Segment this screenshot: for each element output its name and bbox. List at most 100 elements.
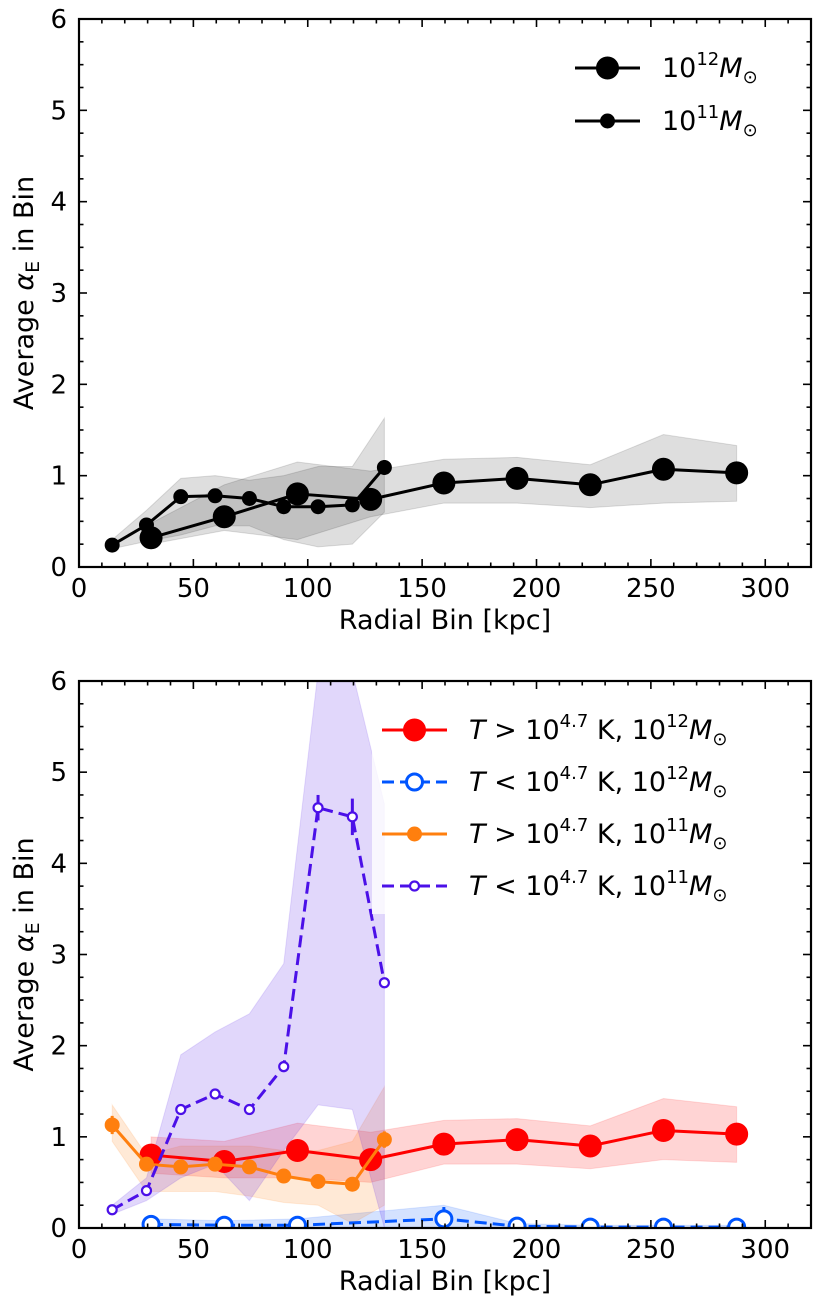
x-tick-label: 100 (283, 574, 333, 604)
point-series-1 (241, 491, 257, 506)
point-series-1 (138, 517, 154, 533)
y-axis-label: Average αE in Bin (9, 837, 44, 1071)
legend-mass-symbol: M (689, 819, 712, 850)
legend-mass-symbol: M (719, 106, 742, 137)
legend-exp2: 11 (666, 867, 689, 888)
x-axis-label: Radial Bin [kpc] (339, 605, 551, 636)
y-tick-label: 5 (50, 758, 67, 788)
point-series-0 (725, 1122, 749, 1146)
point-series-2 (207, 1156, 223, 1172)
x-tick-label: 100 (283, 1235, 333, 1265)
y-axis-label-subscript: E (22, 922, 44, 934)
legend-box (372, 700, 738, 914)
legend-sun-symbol: ⊙ (743, 120, 758, 141)
point-series-1 (310, 499, 326, 515)
point-series-0 (359, 487, 383, 511)
legend-T: T (469, 819, 488, 850)
legend-sun-symbol: ⊙ (743, 67, 758, 88)
legend-exp: 4.7 (560, 815, 589, 836)
y-axis-label-suffix: in Bin (9, 176, 40, 261)
point-series-1 (276, 499, 292, 515)
y-axis-label-symbol: α (9, 934, 40, 952)
band-series-2 (111, 1084, 385, 1225)
legend-label-2: T > 104.7 K, 1011M⊙ (469, 815, 727, 854)
point-series-1 (287, 1215, 307, 1228)
legend-base: 10 (525, 819, 559, 850)
y-tick-label: 5 (50, 96, 67, 126)
legend-label-0: T > 104.7 K, 1012M⊙ (469, 711, 727, 750)
legend-base: 10 (525, 767, 559, 798)
x-tick-label: 0 (71, 1235, 88, 1265)
point-series-1 (507, 1216, 527, 1228)
legend-base2: 10 (632, 715, 666, 746)
legend-base: 10 (525, 715, 559, 746)
x-tick-label: 200 (512, 1235, 562, 1265)
y-tick-label: 1 (50, 1123, 67, 1153)
point-series-2 (310, 1174, 326, 1190)
legend-exp: 11 (696, 102, 719, 123)
legend-sun-symbol: ⊙ (712, 833, 727, 854)
y-tick-label: 6 (50, 5, 67, 35)
point-series-2 (104, 1117, 120, 1133)
legend-exp: 12 (696, 49, 719, 70)
x-tick-label: 300 (740, 574, 790, 604)
y-tick-label: 3 (50, 941, 67, 971)
legend-base2: 10 (632, 767, 666, 798)
legend-marker-1 (405, 772, 424, 792)
y-tick-label: 4 (50, 849, 67, 879)
legend-label-0: 1012M⊙ (662, 49, 758, 88)
y-tick-label: 4 (50, 188, 67, 218)
point-series-3 (346, 811, 358, 823)
x-tick-label: 150 (397, 574, 447, 604)
point-series-3 (209, 1088, 221, 1100)
point-series-0 (432, 1132, 456, 1156)
legend-T: T (469, 871, 488, 902)
point-series-2 (173, 1159, 189, 1175)
legend-marker-0 (596, 56, 619, 80)
point-series-3 (378, 977, 390, 989)
legend-unit: K, (588, 715, 631, 746)
x-tick-label: 300 (740, 1235, 790, 1265)
point-series-1 (104, 537, 120, 553)
legend-unit: K, (588, 767, 631, 798)
point-series-0 (505, 1128, 529, 1152)
y-axis-label-suffix: in Bin (9, 837, 40, 922)
point-series-0 (651, 1118, 675, 1142)
x-tick-label: 250 (626, 574, 676, 604)
point-series-2 (138, 1156, 154, 1172)
point-series-0 (505, 466, 529, 490)
point-series-0 (578, 1134, 602, 1158)
legend-sun-symbol: ⊙ (712, 729, 727, 750)
plot-area (104, 416, 749, 553)
legend-box (565, 37, 768, 150)
point-series-3 (278, 1061, 290, 1073)
y-axis-label-prefix: Average (9, 952, 40, 1071)
legend-marker-1 (600, 113, 615, 129)
legend-op: < (486, 871, 526, 902)
y-tick-label: 2 (50, 370, 67, 400)
point-series-1 (207, 488, 223, 504)
legend-label-1: 1011M⊙ (662, 102, 758, 141)
legend-base: 10 (525, 871, 559, 902)
point-series-0 (285, 1139, 309, 1163)
point-series-1 (434, 1209, 454, 1228)
legend-op: > (486, 715, 526, 746)
x-tick-label: 200 (512, 574, 562, 604)
y-tick-label: 0 (50, 553, 67, 583)
point-series-3 (140, 1185, 153, 1197)
point-series-3 (312, 802, 324, 814)
x-tick-label: 150 (397, 1235, 447, 1265)
point-series-0 (212, 505, 236, 529)
line-series-1 (151, 1217, 737, 1228)
point-series-3 (243, 1103, 256, 1116)
y-tick-label: 2 (50, 1032, 67, 1062)
point-series-0 (432, 471, 456, 495)
legend-sun-symbol: ⊙ (712, 781, 727, 802)
legend-base2: 10 (632, 819, 666, 850)
point-series-0 (285, 482, 309, 506)
legend-mass-symbol: M (689, 715, 712, 746)
x-tick-label: 0 (71, 574, 88, 604)
legend-base2: 10 (632, 871, 666, 902)
x-axis-label: Radial Bin [kpc] (339, 1266, 551, 1297)
